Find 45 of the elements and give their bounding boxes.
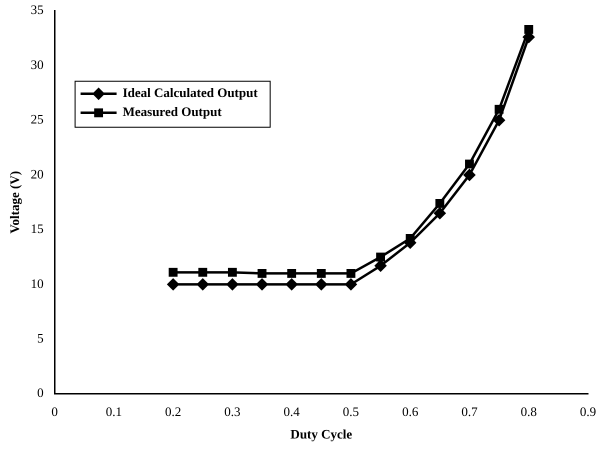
point bbox=[286, 278, 298, 290]
point bbox=[524, 24, 534, 34]
point bbox=[256, 278, 268, 290]
x-axis-title: Duty Cycle bbox=[290, 426, 352, 442]
y-tick-label: 35 bbox=[30, 2, 44, 18]
point bbox=[228, 268, 237, 277]
point bbox=[434, 207, 446, 219]
point bbox=[465, 160, 474, 168]
y-tick-label: 20 bbox=[30, 166, 44, 182]
x-tick-label: 0.1 bbox=[106, 404, 122, 420]
y-tick-label: 15 bbox=[30, 221, 44, 236]
point bbox=[435, 198, 444, 208]
x-tick-label: 0.3 bbox=[224, 404, 241, 420]
y-tick-label: 10 bbox=[30, 276, 44, 291]
y-tick-label: 25 bbox=[30, 112, 44, 127]
point bbox=[345, 278, 357, 290]
point bbox=[374, 260, 386, 272]
point bbox=[258, 268, 266, 278]
x-tick-label: 0.2 bbox=[165, 404, 182, 420]
point bbox=[494, 104, 504, 114]
legend-label: Ideal Calculated Output bbox=[122, 85, 258, 100]
point bbox=[464, 169, 476, 181]
legend-label: Measured Output bbox=[122, 104, 222, 120]
point bbox=[316, 268, 326, 278]
x-tick-label: 0 bbox=[51, 404, 58, 420]
x-tick-label: 0.7 bbox=[461, 404, 478, 420]
point bbox=[346, 268, 356, 278]
x-tick-label: 0.8 bbox=[520, 404, 537, 420]
y-tick-label: 5 bbox=[37, 330, 44, 346]
y-axis-title: Voltage (V) bbox=[7, 170, 22, 234]
y-tick-label: 30 bbox=[30, 56, 44, 72]
point bbox=[197, 278, 209, 290]
point bbox=[198, 268, 208, 277]
x-tick-label: 0.4 bbox=[284, 404, 300, 420]
x-tick-label: 0.6 bbox=[402, 404, 419, 420]
x-tick-label: 0.9 bbox=[580, 404, 596, 420]
point bbox=[316, 278, 328, 290]
x-tick-label: 0.5 bbox=[342, 404, 360, 420]
point bbox=[167, 278, 179, 290]
point bbox=[226, 278, 238, 290]
point bbox=[493, 114, 505, 126]
y-tick-label: 0 bbox=[37, 385, 44, 400]
point bbox=[376, 252, 385, 262]
point bbox=[287, 268, 296, 278]
point bbox=[168, 268, 178, 277]
